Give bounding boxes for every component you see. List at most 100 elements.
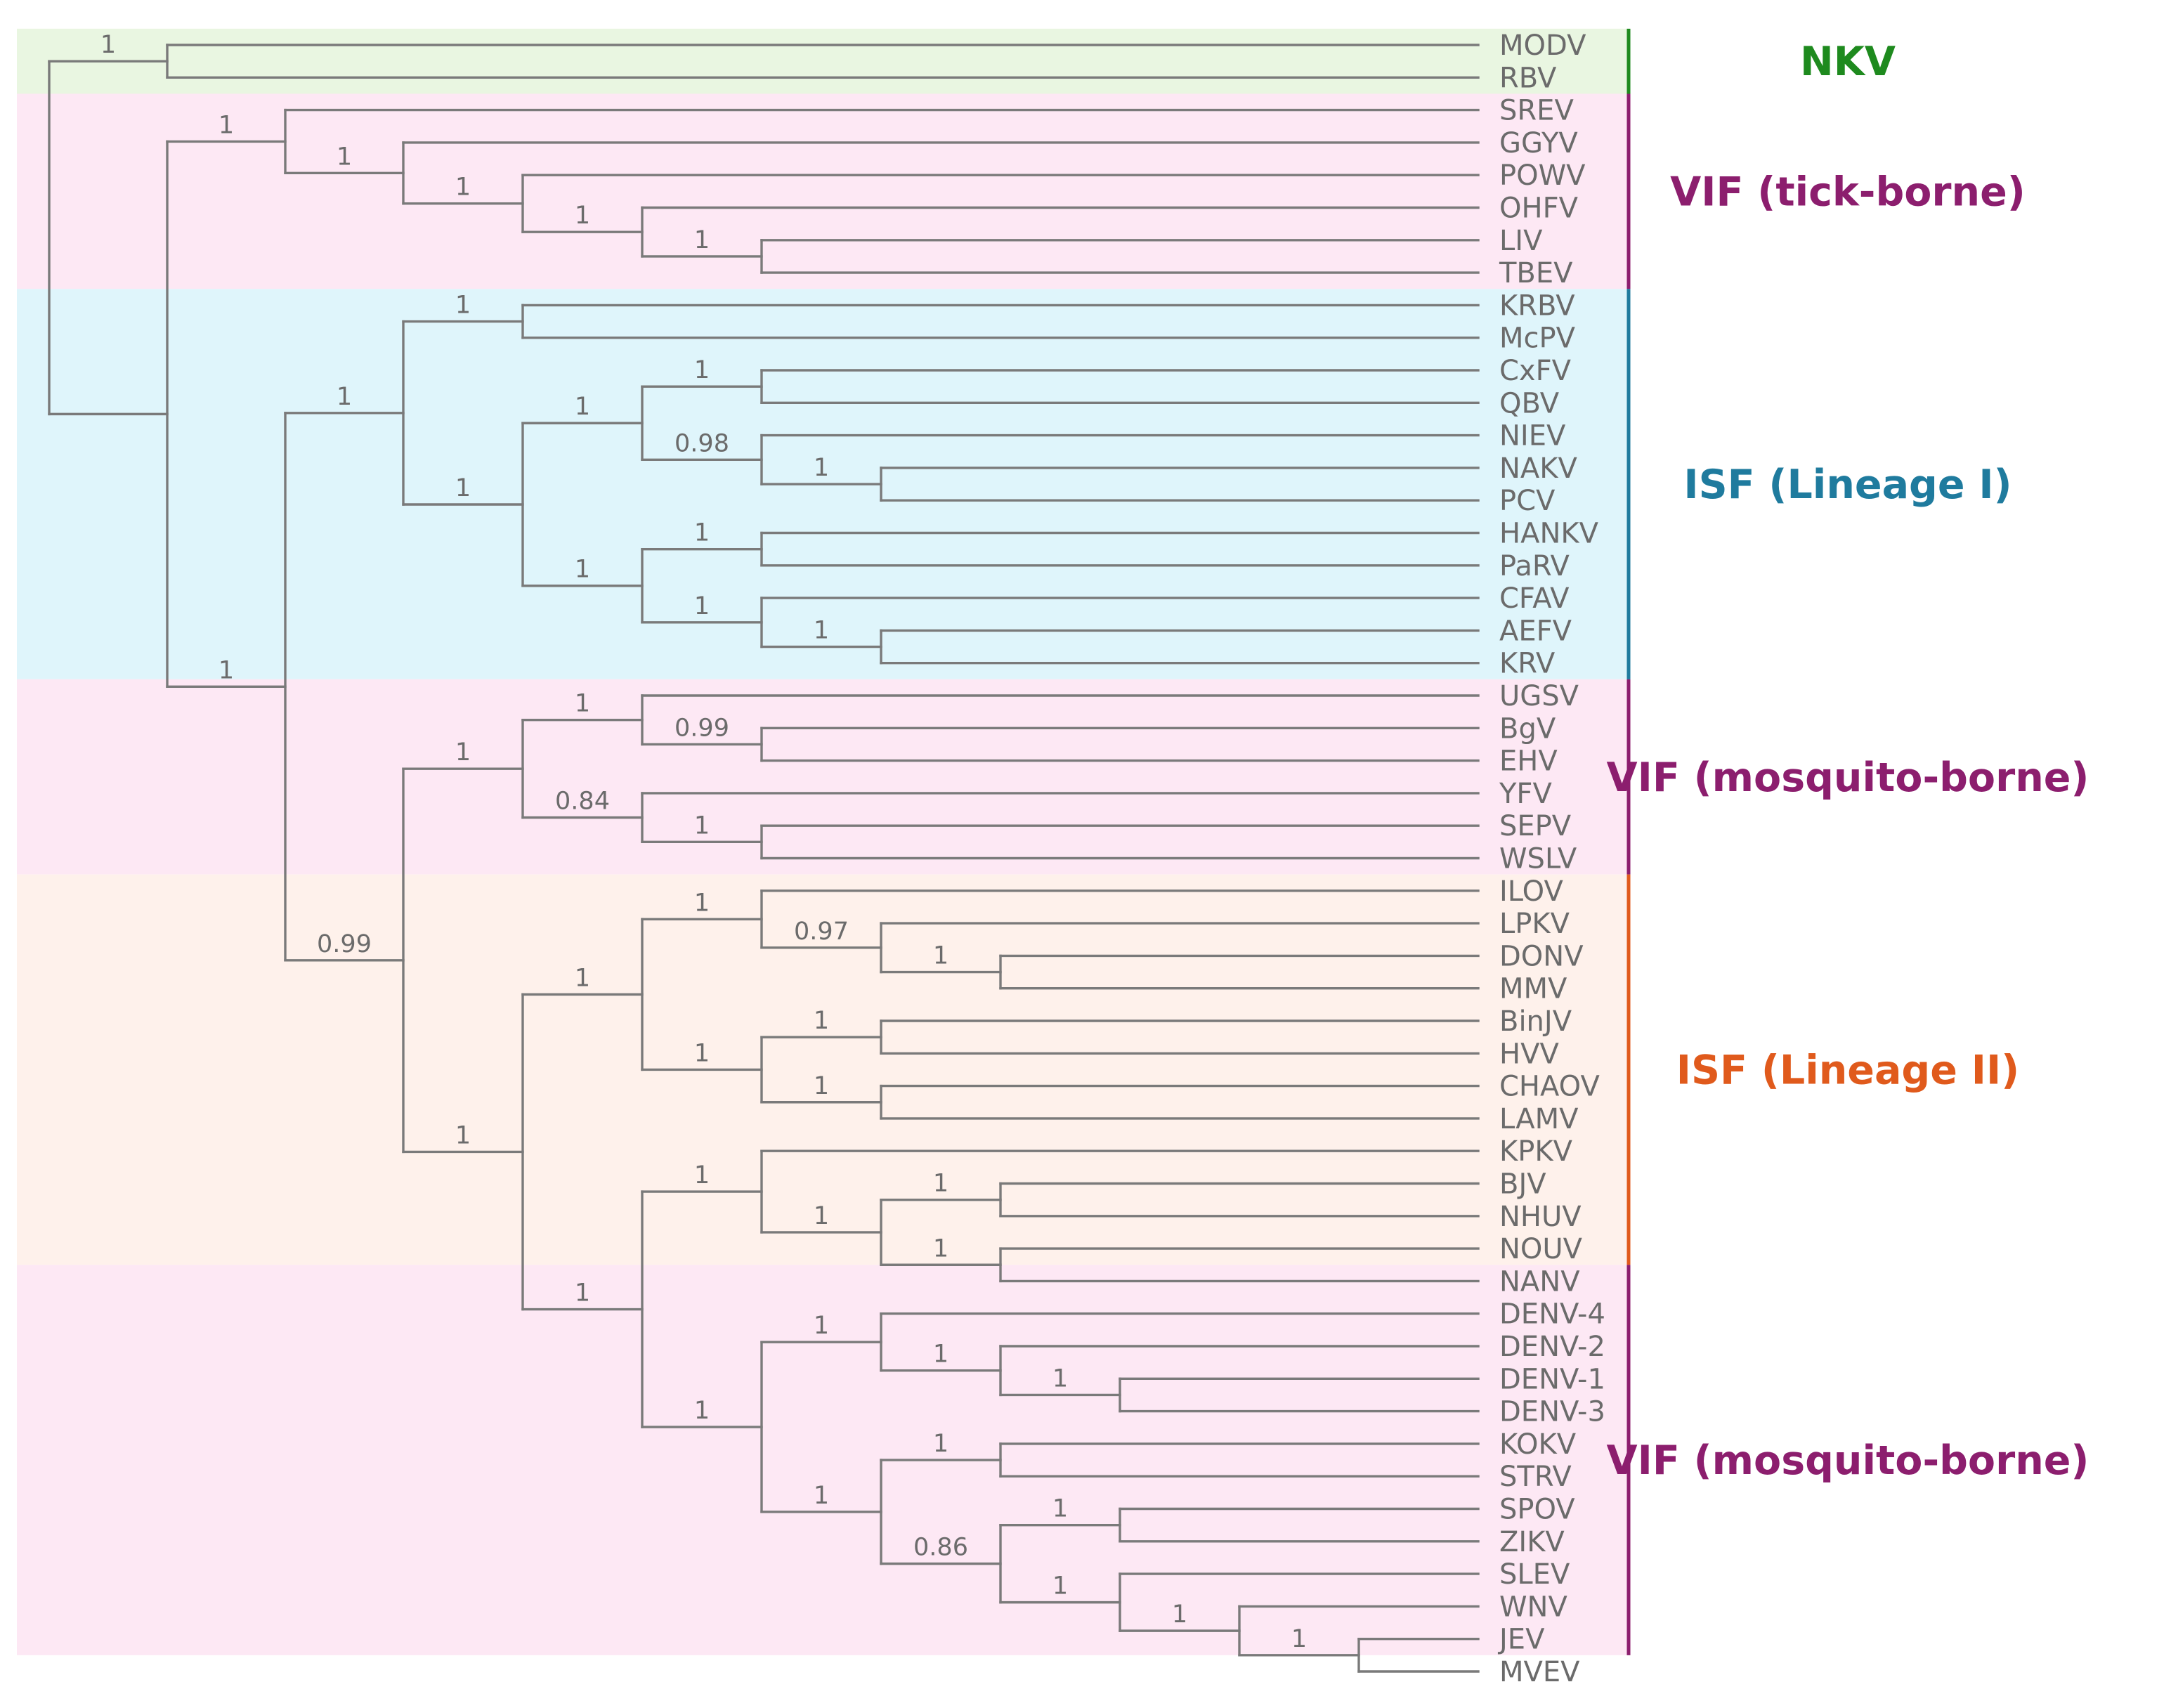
support-value: 1: [455, 474, 471, 502]
support-value: 1: [814, 1202, 829, 1230]
tip-label: LAMV: [1499, 1103, 1579, 1135]
tip-label: UGSV: [1499, 680, 1579, 712]
tip-labels: MODVRBVSREVGGYVPOWVOHFVLIVTBEVKRBVMcPVCx…: [1497, 30, 1605, 1688]
support-value: 1: [933, 1341, 948, 1369]
support-value: 1: [1052, 1495, 1068, 1523]
tip-label: NANV: [1499, 1265, 1580, 1298]
support-value: 1: [694, 1161, 710, 1189]
clade-band-nkv: [17, 28, 1629, 94]
tip-label: KOKV: [1499, 1428, 1577, 1461]
support-value: 0.84: [555, 788, 610, 816]
tip-label: QBV: [1499, 387, 1560, 419]
tip-label: ZIKV: [1499, 1526, 1565, 1558]
tip-label: NIEV: [1499, 420, 1566, 452]
tip-label: WNV: [1499, 1591, 1567, 1623]
tip-label: CHAOV: [1499, 1071, 1600, 1103]
tip-label: AEFV: [1499, 615, 1572, 647]
support-value: 1: [1052, 1572, 1068, 1601]
clade-label-vif-mosq-2: VIF (mosquito-borne): [1607, 1438, 2089, 1484]
support-value: 1: [933, 1170, 948, 1198]
support-value: 1: [814, 1007, 829, 1035]
clade-label-isf-1: ISF (Lineage I): [1683, 462, 2012, 508]
support-value: 1: [933, 942, 948, 970]
tip-label: TBEV: [1499, 257, 1573, 289]
tip-label: BJV: [1499, 1168, 1546, 1201]
support-value: 1: [219, 656, 234, 684]
tip-label: LIV: [1499, 225, 1543, 257]
support-value: 1: [814, 1482, 829, 1510]
clade-band-vif-mosq-1: [17, 679, 1629, 875]
support-value: 1: [694, 1039, 710, 1067]
tip-label: SREV: [1499, 95, 1574, 127]
tip-label: SLEV: [1499, 1558, 1570, 1591]
tip-label: KRBV: [1499, 289, 1575, 322]
support-value: 1: [694, 356, 710, 384]
support-value: 1: [337, 143, 352, 171]
tip-label: EHV: [1499, 745, 1558, 778]
tip-label: WSLV: [1499, 843, 1577, 875]
tip-label: SEPV: [1499, 810, 1572, 842]
tip-label: MMV: [1499, 973, 1567, 1005]
tip-label: OHFV: [1499, 193, 1579, 225]
tip-label: CxFV: [1499, 355, 1572, 387]
support-value: 1: [575, 690, 590, 718]
support-value: 1: [694, 1397, 710, 1425]
clade-label-vif-mosq-1: VIF (mosquito-borne): [1607, 755, 2089, 801]
support-value: 1: [575, 1279, 590, 1308]
tip-label: CFAV: [1499, 582, 1570, 615]
support-value: 1: [100, 31, 116, 59]
tip-label: SPOV: [1499, 1494, 1575, 1526]
support-value: 0.97: [794, 918, 849, 946]
support-value: 1: [219, 111, 234, 139]
support-values: 1 1 1 1 1 1 1 1 1 1 1 1 0.98 1 1 1 1 1 0.99 1 1 0.99 0.84 1 1 1 1 0…: [100, 31, 1307, 1653]
support-value: 1: [933, 1430, 948, 1458]
tip-label: KRV: [1499, 648, 1556, 680]
clade-label-nkv: NKV: [1800, 39, 1896, 85]
tip-label: PCV: [1499, 485, 1556, 517]
tip-label: DENV-1: [1499, 1363, 1605, 1395]
clade-band-vif-tick: [17, 93, 1629, 289]
tree-branches: [48, 44, 1480, 1673]
support-value: 1: [694, 519, 710, 547]
tip-label: NAKV: [1499, 452, 1578, 485]
support-value: 0.98: [674, 429, 729, 457]
tip-label: RBV: [1499, 62, 1557, 94]
tip-label: LPKV: [1499, 908, 1570, 940]
support-value: 1: [814, 454, 829, 482]
support-value: 1: [455, 738, 471, 767]
support-value: 1: [575, 556, 590, 584]
support-value: 1: [575, 202, 590, 230]
tip-label: DONV: [1499, 940, 1584, 972]
tip-label: BinJV: [1499, 1005, 1572, 1038]
support-value: 1: [575, 964, 590, 992]
support-value: 1: [694, 811, 710, 840]
support-value: 0.99: [674, 714, 729, 742]
clade-label-isf-2: ISF (Lineage II): [1676, 1047, 2019, 1093]
support-value: 1: [1052, 1364, 1068, 1393]
support-value: 1: [455, 292, 471, 320]
clade-label-vif-tick: VIF (tick-borne): [1670, 169, 2026, 215]
tip-label: PaRV: [1499, 550, 1570, 582]
tip-label: DENV-3: [1499, 1396, 1605, 1428]
tip-label: MVEV: [1499, 1656, 1580, 1688]
clade-bands: [17, 28, 1629, 1655]
tip-label: BgV: [1499, 712, 1556, 745]
tip-label: DENV-2: [1499, 1331, 1605, 1363]
support-value: 1: [694, 226, 710, 254]
clade-band-vif-mosq-2: [17, 1265, 1629, 1655]
tip-label: DENV-4: [1499, 1298, 1605, 1331]
tip-label: KPKV: [1499, 1135, 1573, 1168]
support-value: 1: [814, 617, 829, 645]
support-value: 1: [1172, 1601, 1187, 1629]
support-value: 0.99: [317, 930, 372, 958]
support-value: 1: [337, 383, 352, 411]
tip-label: NHUV: [1499, 1201, 1582, 1233]
tip-label: JEV: [1497, 1624, 1545, 1656]
tip-label: NOUV: [1499, 1233, 1583, 1265]
support-value: 1: [814, 1312, 829, 1340]
clade-annotations: NKV VIF (tick-borne) ISF (Lineage I) VIF (m…: [1607, 28, 2089, 1655]
tip-label: STRV: [1499, 1461, 1572, 1493]
support-value: 0.86: [913, 1534, 968, 1562]
support-value: 1: [455, 174, 471, 202]
